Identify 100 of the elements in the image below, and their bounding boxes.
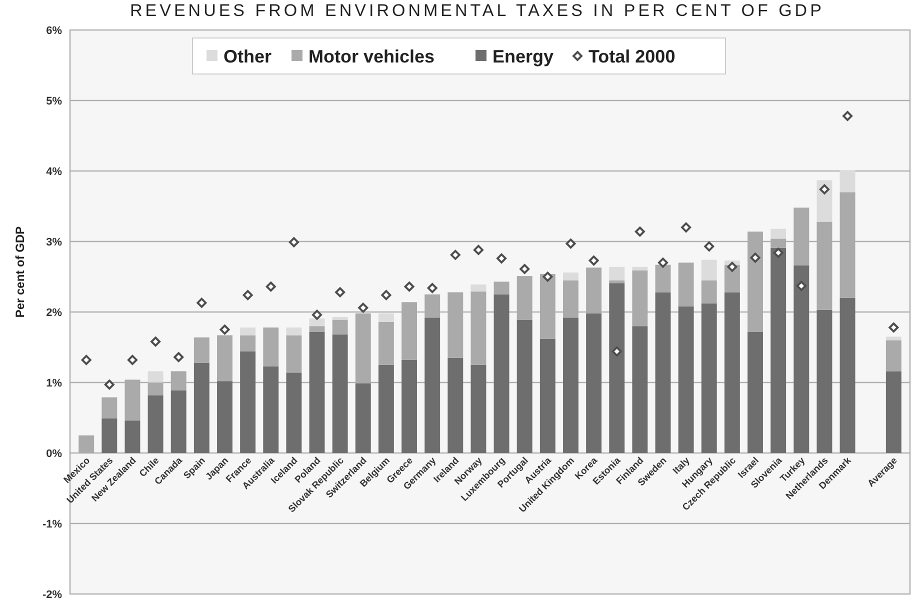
- point: [634, 226, 645, 237]
- bar: [563, 272, 578, 280]
- bar: [770, 248, 786, 453]
- point: [150, 336, 161, 347]
- point: [727, 262, 738, 272]
- bar: [609, 266, 625, 280]
- y-tick-label: 4%: [46, 166, 62, 178]
- y-axis-title: Per cent of GDP: [13, 226, 27, 318]
- bar: [102, 397, 118, 418]
- bar: [678, 306, 694, 453]
- bar: [194, 362, 210, 453]
- point: [750, 252, 760, 263]
- point: [404, 282, 414, 292]
- bar: [194, 337, 210, 363]
- bar: [494, 294, 510, 453]
- point: [681, 222, 692, 232]
- bar: [840, 170, 856, 192]
- bar: [886, 371, 902, 453]
- bar: [816, 180, 832, 222]
- bar: [309, 318, 325, 326]
- bar: [332, 316, 348, 320]
- y-tick-label: 0%: [46, 448, 62, 460]
- point: [658, 258, 668, 268]
- bar: [886, 336, 902, 340]
- bar: [470, 364, 486, 453]
- bar: [148, 395, 164, 453]
- bar: [655, 264, 671, 292]
- bar: [563, 318, 578, 453]
- bar: [701, 260, 717, 280]
- bar: [609, 283, 625, 453]
- bar: [286, 335, 302, 373]
- point: [520, 264, 530, 274]
- bar: [701, 304, 717, 453]
- point: [842, 111, 853, 122]
- point: [312, 310, 322, 320]
- point: [566, 238, 576, 249]
- bar: [770, 228, 786, 239]
- legend-label: Total 2000: [588, 46, 676, 66]
- bar: [701, 280, 717, 304]
- bar: [355, 383, 371, 453]
- bar: [332, 320, 348, 335]
- bar: [378, 313, 394, 322]
- point: [612, 346, 622, 356]
- bar: [240, 335, 256, 352]
- bar: [124, 420, 140, 453]
- bar: [794, 265, 810, 453]
- bar: [586, 313, 602, 453]
- bar: [678, 262, 694, 306]
- y-tick-label: 2%: [46, 306, 62, 319]
- point: [819, 184, 830, 194]
- point: [381, 290, 392, 300]
- bar: [494, 282, 510, 294]
- bar: [240, 351, 256, 453]
- point: [796, 280, 806, 291]
- bar: [378, 364, 394, 453]
- y-tick-label: 6%: [46, 24, 62, 37]
- bar: [332, 334, 348, 453]
- bar: [516, 320, 532, 453]
- point: [104, 380, 114, 390]
- point: [427, 283, 438, 294]
- bar: [309, 326, 325, 332]
- point: [588, 256, 599, 266]
- point: [174, 352, 184, 362]
- bar: [309, 332, 325, 453]
- y-tick-label: 5%: [46, 95, 62, 108]
- bar: [655, 292, 671, 453]
- point: [127, 354, 138, 365]
- chart-title: REVENUES FROM ENVIRONMENTAL TAXES IN PER CENT OF GDP: [130, 1, 824, 20]
- bar: [724, 292, 740, 453]
- point: [542, 272, 553, 282]
- bar: [286, 372, 302, 453]
- point: [773, 248, 784, 258]
- bar: [886, 340, 902, 372]
- point: [196, 298, 207, 308]
- legend-label: Other: [224, 46, 272, 66]
- point: [220, 324, 230, 335]
- bar: [470, 284, 486, 292]
- bar: [632, 266, 648, 270]
- point: [266, 282, 276, 292]
- bar: [748, 332, 763, 453]
- legend-label: Motor vehicles: [308, 46, 435, 66]
- point: [473, 244, 484, 255]
- point: [888, 322, 899, 333]
- point: [288, 237, 299, 248]
- bar: [286, 328, 302, 336]
- point: [704, 241, 714, 252]
- bar: [840, 298, 856, 453]
- bar: [148, 371, 164, 382]
- y-tick-label: 3%: [46, 236, 62, 248]
- bar: [263, 328, 279, 366]
- y-tick-label: -2%: [42, 588, 62, 601]
- legend-label: Energy: [492, 46, 554, 66]
- point: [81, 354, 92, 365]
- bar: [632, 326, 648, 453]
- bar: [217, 335, 232, 382]
- point: [242, 290, 253, 300]
- bar: [102, 418, 118, 453]
- bar: [240, 328, 256, 336]
- bar: [402, 360, 417, 453]
- bar: [448, 358, 464, 453]
